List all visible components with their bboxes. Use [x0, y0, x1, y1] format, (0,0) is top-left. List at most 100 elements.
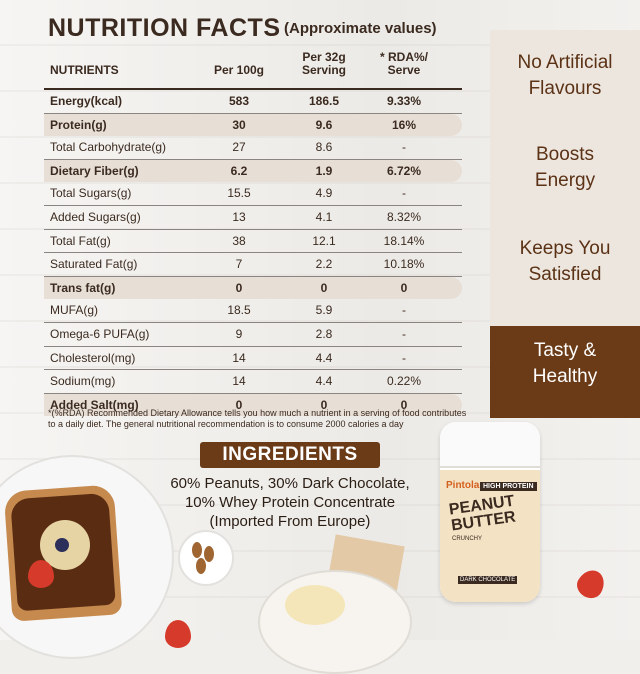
ingredients-heading: INGREDIENTS [200, 442, 380, 468]
cell-rda: 16% [391, 117, 417, 132]
cell-rda: 0 [400, 280, 408, 295]
cell-rda: 10.18% [383, 257, 425, 272]
cell-per100: 583 [228, 94, 250, 108]
header-rda: * RDA%/Serve [379, 50, 428, 77]
header-nutrients: NUTRIENTS [50, 63, 119, 77]
cell-rda: 0.22% [386, 374, 422, 389]
cell-per100: 0 [235, 397, 243, 412]
benefit-highlight [490, 326, 640, 418]
cell-serving: 8.6 [315, 140, 333, 155]
table-row: Added Sugars(g) 13 4.1 8.32% [44, 206, 462, 230]
cell-rda: - [402, 140, 406, 155]
blueberry [55, 538, 69, 552]
cell-rda: 6.72% [386, 163, 422, 178]
cell-name: MUFA(g) [50, 303, 98, 318]
cell-serving: 186.5 [308, 94, 340, 108]
cell-serving: 0 [320, 280, 328, 295]
cell-per100: 15.5 [227, 186, 251, 201]
cell-serving: 4.4 [315, 350, 333, 365]
benefit-flavours: No Artificial Flavours [517, 52, 613, 99]
cell-name: Omega-6 PUFA(g) [50, 326, 150, 341]
cell-per100: 18.5 [227, 303, 251, 318]
cell-serving: 2.2 [315, 257, 333, 272]
nutrition-table: NUTRIENTS Per 100g Per 32g Serving * RDA%… [44, 48, 462, 417]
table-row: Sodium(mg) 14 4.4 0.22% [44, 370, 462, 394]
table-row: Dietary Fiber(g) 6.2 1.9 6.72% [44, 159, 462, 183]
granola-bowl [258, 570, 412, 674]
cell-name: Trans fat(g) [50, 280, 116, 295]
ingredients-text: 60% Peanuts, 30% Dark Chocolate, 10% Whe… [170, 475, 410, 530]
cell-name: Sodium(mg) [50, 374, 116, 389]
cell-per100: 7 [235, 257, 243, 272]
cell-name: Added Salt(mg) [50, 397, 139, 412]
cell-name: Cholesterol(mg) [50, 350, 136, 365]
table-row: Total Fat(g) 38 12.1 18.14% [44, 230, 462, 254]
cell-name: Total Fat(g) [50, 233, 111, 248]
jar-crunchy: CRUNCHY [452, 536, 482, 542]
table-row: MUFA(g) 18.5 5.9 - [44, 299, 462, 323]
cell-serving: 2.8 [315, 326, 333, 341]
benefit-healthy: Tasty & Healthy [532, 340, 598, 387]
cell-rda: 18.14% [383, 233, 425, 248]
table-row: Added Salt(mg) 0 0 0 [44, 393, 462, 417]
cell-per100: 0 [235, 280, 243, 295]
cell-serving: 4.9 [315, 186, 333, 201]
jar-lid [440, 422, 540, 468]
cell-rda: 9.33% [386, 94, 422, 108]
jar-flavour: DARK CHOCOLATE [458, 576, 518, 584]
cell-name: Added Sugars(g) [50, 209, 141, 224]
cell-per100: 27 [232, 140, 246, 155]
table-row: Saturated Fat(g) 7 2.2 10.18% [44, 253, 462, 277]
benefit-satisfied: Keeps You Satisfied [519, 238, 611, 285]
table-row: Omega-6 PUFA(g) 9 2.8 - [44, 323, 462, 347]
cell-per100: 9 [235, 326, 243, 341]
cell-per100: 38 [232, 233, 246, 248]
cell-name: Dietary Fiber(g) [50, 163, 139, 178]
cell-per100: 14 [232, 350, 246, 365]
cell-rda: - [402, 186, 406, 201]
page-title: NUTRITION FACTS [48, 14, 281, 42]
table-row: Total Sugars(g) 15.5 4.9 - [44, 182, 462, 206]
table-row: Total Carbohydrate(g) 27 8.6 - [44, 136, 462, 160]
cell-rda: 0 [400, 397, 408, 412]
table-row: Energy(kcal) 583 186.5 9.33% [44, 90, 462, 114]
cell-serving: 0 [320, 397, 328, 412]
table-row: Trans fat(g) 0 0 0 [44, 276, 462, 300]
cell-name: Energy(kcal) [50, 94, 123, 108]
cell-per100: 6.2 [230, 163, 248, 178]
header-per32: Per 32g Serving [301, 50, 346, 77]
header-per100: Per 100g [213, 63, 265, 77]
cell-per100: 13 [232, 209, 246, 224]
cell-serving: 4.1 [315, 209, 333, 224]
product-jar: Pintola HIGH PROTEIN PEANUT BUTTER CRUNCH… [440, 422, 540, 602]
strawberry-bottom [165, 620, 191, 648]
cell-name: Saturated Fat(g) [50, 257, 138, 272]
jar-label: Pintola HIGH PROTEIN PEANUT BUTTER CRUNCH… [440, 470, 540, 602]
jar-brand: Pintola [446, 480, 480, 491]
approx-note: (Approximate values) [284, 20, 437, 37]
cell-name: Total Sugars(g) [50, 186, 132, 201]
cell-serving: 12.1 [312, 233, 336, 248]
almond-bowl [178, 530, 234, 586]
strawberry-on-toast [28, 560, 54, 588]
cell-serving: 1.9 [315, 163, 333, 178]
cell-name: Protein(g) [50, 117, 107, 132]
benefit-energy: Boosts Energy [534, 144, 596, 191]
cell-serving: 5.9 [315, 303, 333, 318]
footnote: *(%RDA) Recommended Dietary Allowance te… [48, 408, 467, 429]
cell-serving: 4.4 [315, 374, 333, 389]
cell-per100: 14 [232, 374, 246, 389]
cell-serving: 9.6 [315, 117, 333, 132]
cell-rda: - [402, 350, 406, 365]
cell-name: Total Carbohydrate(g) [50, 140, 167, 155]
cell-rda: 8.32% [386, 209, 422, 224]
banana-in-bowl [285, 585, 345, 625]
cell-rda: - [402, 303, 406, 318]
table-header: NUTRIENTS Per 100g Per 32g Serving * RDA%… [44, 48, 462, 90]
jar-high-protein: HIGH PROTEIN [480, 482, 537, 491]
table-row: Protein(g) 30 9.6 16% [44, 113, 462, 137]
cell-rda: - [402, 326, 406, 341]
jar-product-name: PEANUT BUTTER [447, 492, 517, 535]
table-row: Cholesterol(mg) 14 4.4 - [44, 347, 462, 371]
cell-per100: 30 [232, 117, 246, 132]
